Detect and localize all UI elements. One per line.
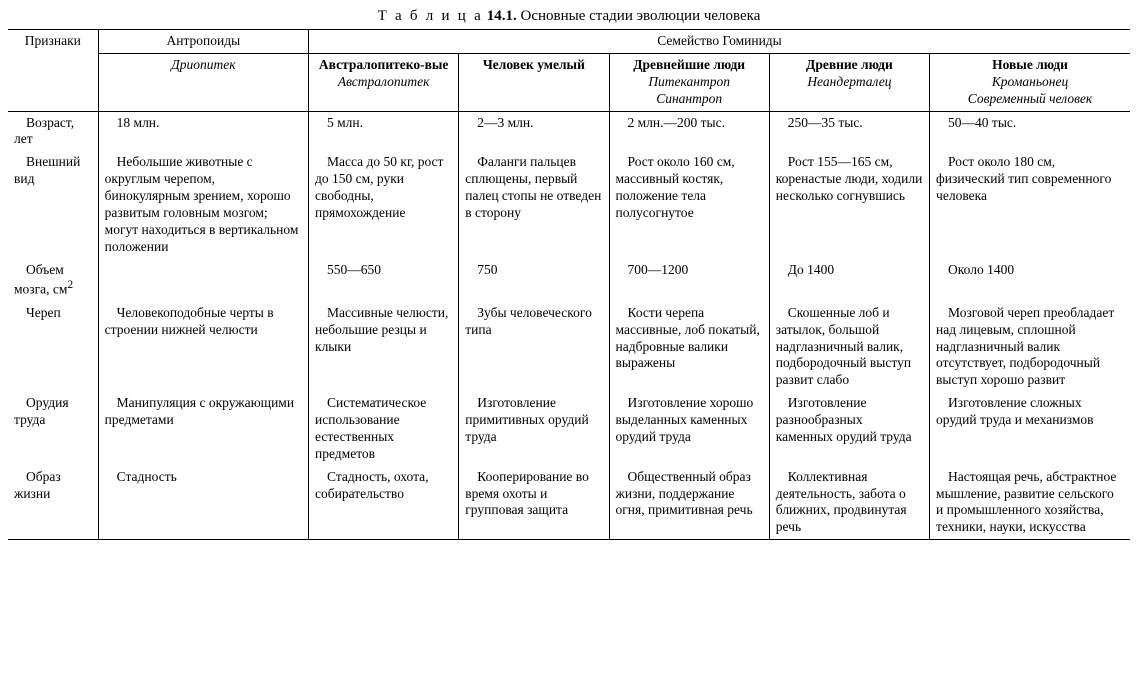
row-skull: Череп Человекоподобные черты в строении … (8, 302, 1130, 392)
col-new: Новые люди Кроманьонец Современный челов… (930, 53, 1130, 111)
col-new-sub1: Кроманьонец (936, 74, 1124, 91)
row-tools-c1: Манипуляция с окружающими предметами (98, 392, 308, 466)
row-brain-c6: Около 1400 (930, 259, 1130, 302)
col-old: Древние люди Неандерталец (769, 53, 929, 111)
row-age-c4: 2 млн.—200 тыс. (609, 111, 769, 151)
row-skull-c3: Зубы человеческого типа (459, 302, 609, 392)
col-dryopithecus: Дриопитек (98, 53, 308, 111)
row-lifestyle-c5: Коллективная деятельность, забота о ближ… (769, 466, 929, 540)
col-australo-sub: Австралопитек (315, 74, 452, 91)
col-old-label: Древние люди (806, 57, 893, 72)
row-tools-label: Орудия труда (8, 392, 98, 466)
row-tools-c2: Систематическое использование естественн… (309, 392, 459, 466)
row-age-label: Возраст, лет (8, 111, 98, 151)
row-skull-label: Череп (8, 302, 98, 392)
row-appearance-label: Внешний вид (8, 151, 98, 258)
title-prefix: Т а б л и ц а (378, 8, 483, 24)
row-appearance-c4: Рост около 160 см, массивный костяк, пол… (609, 151, 769, 258)
row-brain-c4: 700—1200 (609, 259, 769, 302)
row-brain-c5: До 1400 (769, 259, 929, 302)
col-australo: Австралопитеко-вые Австралопитек (309, 53, 459, 111)
col-australo-group: Австралопитеко-вые (319, 57, 449, 72)
evolution-table: Признаки Антропоиды Семейство Гоминиды Д… (8, 29, 1130, 540)
row-brain-c1 (98, 259, 308, 302)
row-appearance-c5: Рост 155—165 см, коренастые люди, ходили… (769, 151, 929, 258)
title-number: 14.1. (483, 8, 521, 24)
col-old-sub: Неандерталец (776, 74, 923, 91)
row-lifestyle-c2: Стадность, охота, собирательство (309, 466, 459, 540)
row-brain: Объем мозга, см2 550—650 750 700—1200 До… (8, 259, 1130, 302)
row-age-c1: 18 млн. (98, 111, 308, 151)
row-age-c5: 250—35 тыс. (769, 111, 929, 151)
col-ancient-sub2: Синантроп (616, 91, 763, 108)
row-lifestyle-c4: Общественный образ жизни, поддержание ог… (609, 466, 769, 540)
row-skull-c1: Человекоподобные черты в строении нижней… (98, 302, 308, 392)
row-appearance: Внешний вид Небольшие животные с округлы… (8, 151, 1130, 258)
col-traits: Признаки (8, 30, 98, 112)
row-age-c3: 2—3 млн. (459, 111, 609, 151)
row-appearance-c3: Фаланги пальцев сплющены, первый палец с… (459, 151, 609, 258)
col-anthropoids: Антропоиды (98, 30, 308, 54)
row-brain-label: Объем мозга, см2 (8, 259, 98, 302)
row-tools-c4: Изготовление хорошо выделанных каменных … (609, 392, 769, 466)
row-appearance-c2: Масса до 50 кг, рост до 150 см, руки сво… (309, 151, 459, 258)
row-appearance-c1: Небольшие животные с округлым черепом, б… (98, 151, 308, 258)
row-lifestyle-c6: Настоящая речь, абстрактное мышление, ра… (930, 466, 1130, 540)
row-age: Возраст, лет 18 млн. 5 млн. 2—3 млн. 2 м… (8, 111, 1130, 151)
title-rest: Основные стадии эволюции человека (521, 8, 761, 24)
row-lifestyle-c3: Кооперирование во время охоты и группова… (459, 466, 609, 540)
row-tools-c3: Изготовление примитивных орудий труда (459, 392, 609, 466)
row-brain-c3: 750 (459, 259, 609, 302)
row-tools-c5: Изготовление разнообразных каменных оруд… (769, 392, 929, 466)
row-lifestyle-label: Образ жизни (8, 466, 98, 540)
row-appearance-c6: Рост около 180 см, физический тип соврем… (930, 151, 1130, 258)
row-age-c2: 5 млн. (309, 111, 459, 151)
row-skull-c6: Мозговой череп преобладает над лицевым, … (930, 302, 1130, 392)
row-age-c6: 50—40 тыс. (930, 111, 1130, 151)
row-lifestyle: Образ жизни Стадность Стадность, охота, … (8, 466, 1130, 540)
col-new-sub2: Современный человек (936, 91, 1124, 108)
col-habilis: Человек умелый (459, 53, 609, 111)
row-skull-c5: Скошенные лоб и затылок, большой надглаз… (769, 302, 929, 392)
row-skull-c4: Кости черепа массивные, лоб покатый, над… (609, 302, 769, 392)
col-ancient-sub1: Питекантроп (616, 74, 763, 91)
col-new-label: Новые люди (992, 57, 1068, 72)
col-ancient-label: Древнейшие люди (633, 57, 745, 72)
row-lifestyle-c1: Стадность (98, 466, 308, 540)
row-tools: Орудия труда Манипуляция с окружающими п… (8, 392, 1130, 466)
table-title: Т а б л и ц а 14.1. Основные стадии эвол… (8, 8, 1130, 25)
col-ancient: Древнейшие люди Питекантроп Синантроп (609, 53, 769, 111)
row-brain-c2: 550—650 (309, 259, 459, 302)
row-brain-label-text: Объем мозга, см (14, 262, 67, 297)
col-hominidae: Семейство Гоминиды (309, 30, 1130, 54)
col-habilis-label: Человек умелый (483, 57, 585, 72)
row-tools-c6: Изготовление сложных орудий труда и меха… (930, 392, 1130, 466)
row-skull-c2: Массивные челюсти, небольшие резцы и клы… (309, 302, 459, 392)
